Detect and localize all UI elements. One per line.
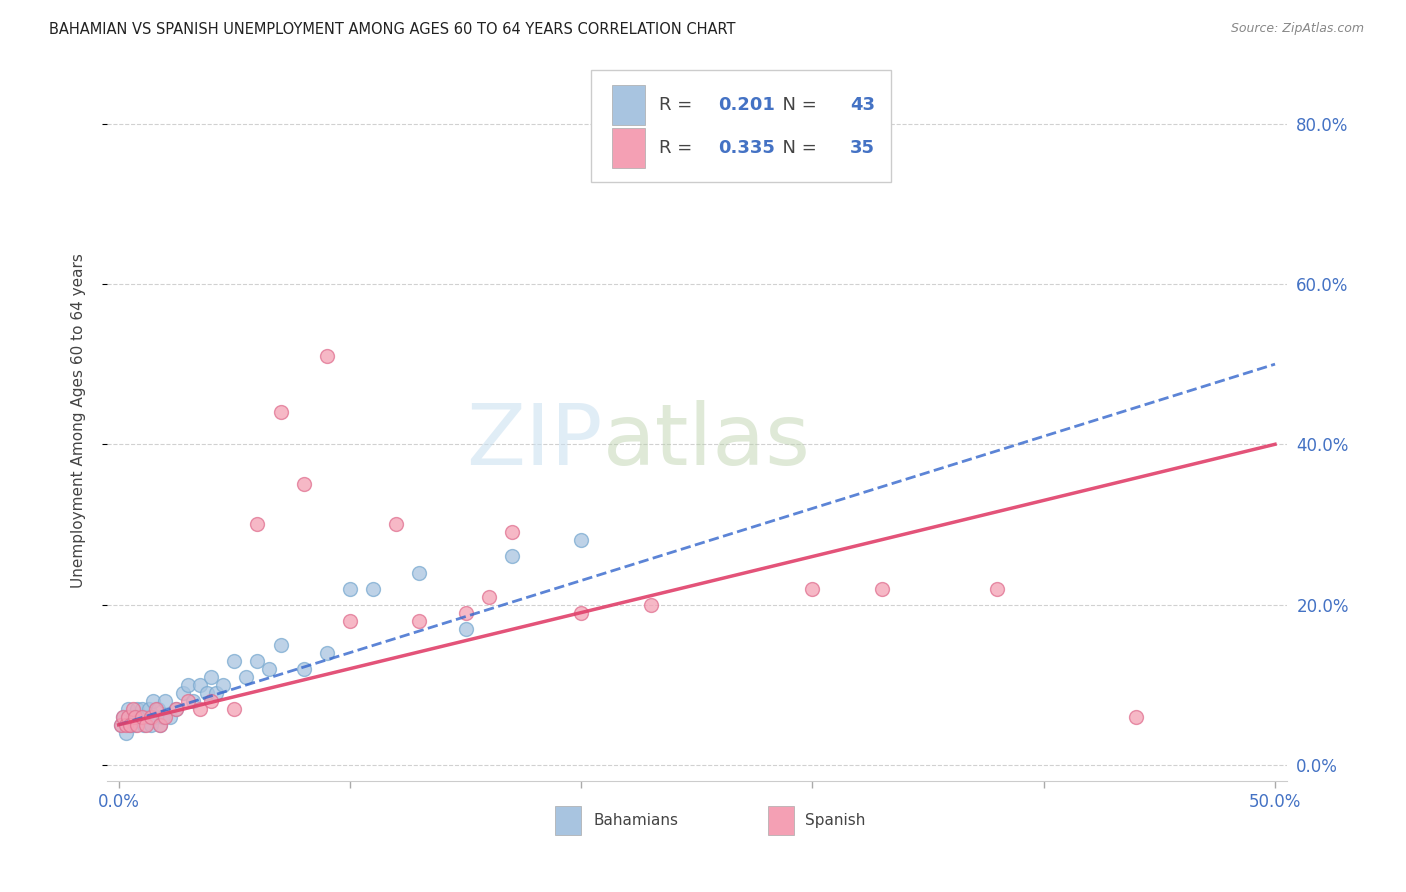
Point — [200, 694, 222, 708]
Point — [188, 702, 211, 716]
Point — [292, 477, 315, 491]
Point — [146, 702, 169, 716]
Point — [235, 670, 257, 684]
Point — [257, 662, 280, 676]
Point — [270, 638, 292, 652]
Point — [986, 582, 1008, 596]
Point — [385, 517, 408, 532]
Point — [152, 710, 174, 724]
Point — [131, 702, 153, 716]
Point — [110, 718, 132, 732]
Point — [121, 710, 143, 724]
Point — [870, 582, 893, 596]
Point — [120, 718, 142, 732]
FancyBboxPatch shape — [612, 85, 645, 125]
Text: N =: N = — [770, 95, 823, 113]
Point — [339, 582, 361, 596]
Point — [454, 606, 477, 620]
Point — [142, 694, 165, 708]
FancyBboxPatch shape — [555, 806, 581, 835]
Point — [153, 710, 176, 724]
FancyBboxPatch shape — [612, 128, 645, 168]
Point — [112, 710, 135, 724]
Text: ZIP: ZIP — [465, 401, 603, 483]
Point — [270, 405, 292, 419]
Point — [128, 710, 150, 724]
Point — [110, 718, 132, 732]
Point — [200, 670, 222, 684]
Point — [224, 702, 246, 716]
Point — [120, 718, 142, 732]
Point — [145, 710, 167, 724]
Text: Source: ZipAtlas.com: Source: ZipAtlas.com — [1230, 22, 1364, 36]
Point — [211, 678, 233, 692]
Point — [139, 718, 162, 732]
Point — [315, 349, 337, 363]
Point — [1125, 710, 1147, 724]
Point — [139, 710, 162, 724]
Point — [361, 582, 384, 596]
FancyBboxPatch shape — [768, 806, 793, 835]
Point — [166, 702, 188, 716]
Point — [246, 517, 269, 532]
Point — [145, 702, 167, 716]
Point — [454, 622, 477, 636]
Point — [124, 710, 146, 724]
Point — [224, 654, 246, 668]
Point — [315, 646, 337, 660]
Point — [501, 549, 523, 564]
Point — [127, 702, 149, 716]
Point — [124, 718, 146, 732]
Text: R =: R = — [659, 95, 699, 113]
Point — [135, 718, 157, 732]
Point — [114, 726, 136, 740]
Text: N =: N = — [770, 139, 823, 157]
Point — [569, 606, 592, 620]
Text: R =: R = — [659, 139, 699, 157]
Point — [117, 702, 139, 716]
Point — [138, 702, 160, 716]
Point — [131, 710, 153, 724]
Point — [172, 686, 194, 700]
Point — [339, 614, 361, 628]
Point — [153, 694, 176, 708]
Point — [132, 718, 155, 732]
Point — [177, 694, 200, 708]
Text: 35: 35 — [851, 139, 875, 157]
Y-axis label: Unemployment Among Ages 60 to 64 years: Unemployment Among Ages 60 to 64 years — [72, 252, 86, 588]
Point — [166, 702, 188, 716]
Point — [112, 710, 135, 724]
FancyBboxPatch shape — [591, 70, 891, 182]
Point — [149, 718, 172, 732]
Point — [114, 718, 136, 732]
Point — [640, 598, 662, 612]
Point — [177, 678, 200, 692]
Text: Bahamians: Bahamians — [593, 813, 678, 828]
Point — [246, 654, 269, 668]
Point — [478, 590, 501, 604]
Text: 0.201: 0.201 — [718, 95, 775, 113]
Point — [801, 582, 824, 596]
Point — [181, 694, 204, 708]
Text: 0.335: 0.335 — [718, 139, 775, 157]
Point — [195, 686, 218, 700]
Point — [408, 566, 430, 580]
Point — [121, 702, 143, 716]
Point — [501, 525, 523, 540]
Text: 43: 43 — [851, 95, 875, 113]
Text: BAHAMIAN VS SPANISH UNEMPLOYMENT AMONG AGES 60 TO 64 YEARS CORRELATION CHART: BAHAMIAN VS SPANISH UNEMPLOYMENT AMONG A… — [49, 22, 735, 37]
Point — [117, 710, 139, 724]
Point — [149, 718, 172, 732]
Point — [127, 718, 149, 732]
Text: Spanish: Spanish — [806, 813, 866, 828]
Point — [569, 533, 592, 548]
Point — [408, 614, 430, 628]
Text: atlas: atlas — [603, 401, 810, 483]
Point — [135, 710, 157, 724]
Point — [204, 686, 226, 700]
Point — [159, 710, 181, 724]
Point — [188, 678, 211, 692]
Point — [292, 662, 315, 676]
